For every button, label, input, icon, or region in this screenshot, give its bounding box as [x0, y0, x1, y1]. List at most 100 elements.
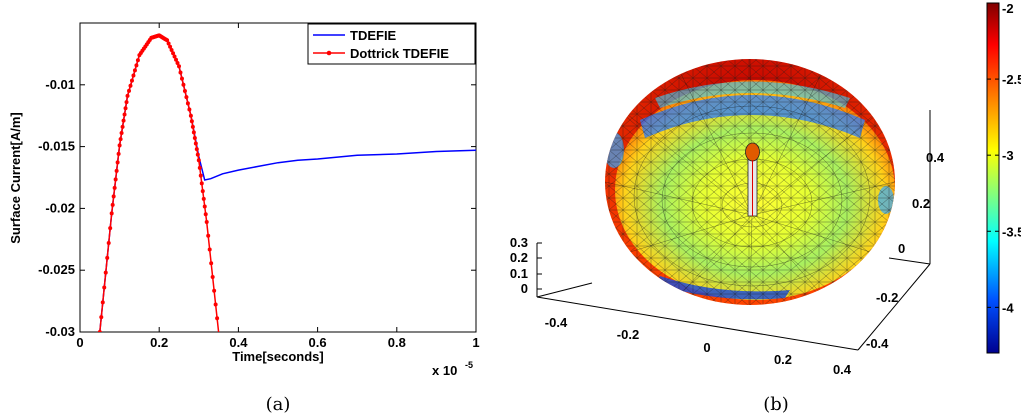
- colorbar-tick-label: -3: [1002, 148, 1014, 163]
- series-marker: [189, 119, 194, 124]
- z-tick-label: 0.2: [510, 250, 528, 265]
- series-marker: [213, 302, 218, 307]
- series-marker: [169, 48, 174, 53]
- series-marker: [194, 147, 199, 152]
- series-marker: [191, 130, 196, 135]
- line-chart-panel: 0 0.2 0.4 0.6 0.8 1 -0.03-0.025-0.02-0.015-0.…: [8, 22, 480, 415]
- series-marker: [206, 233, 211, 238]
- colorbar-tick-label: -2: [1002, 1, 1014, 16]
- z-axis-ticks: 00.10.20.3: [510, 235, 542, 296]
- y-tick-label: -0.025: [38, 262, 75, 277]
- caption-a: (a): [266, 394, 291, 415]
- x3d-tick-label: 0: [703, 340, 710, 355]
- series-marker: [196, 158, 201, 163]
- z-tick-label: 0: [521, 281, 528, 296]
- series-marker: [120, 124, 125, 129]
- legend-marker-dottrick: [326, 50, 332, 56]
- series-marker: [177, 64, 181, 69]
- x-axis-ticks-3d: -0.4 -0.2 0 0.2 0.4: [545, 315, 852, 377]
- y-tick-label: -0.03: [45, 324, 75, 339]
- series-marker: [181, 82, 186, 87]
- x-tick-label: 0.2: [150, 335, 168, 350]
- series-marker: [117, 143, 122, 148]
- x3d-tick-label: 0.4: [833, 362, 852, 377]
- series-marker: [128, 83, 133, 88]
- y-axis-label: Surface Current[A/m]: [8, 112, 23, 243]
- colorbar-tick-label: -4: [1002, 300, 1014, 315]
- x-axis-multiplier: x 10 -5: [432, 360, 473, 378]
- colorbar-tick-label: -3.5: [1002, 224, 1021, 239]
- x-tick-label: 0.6: [309, 335, 327, 350]
- series-marker: [102, 285, 107, 290]
- series-marker: [109, 211, 114, 216]
- series-marker: [166, 41, 171, 46]
- series-marker: [115, 160, 120, 165]
- dish-surface: [605, 59, 895, 305]
- series-marker: [190, 124, 195, 129]
- series-marker: [195, 152, 200, 157]
- x-multiplier-base: x 10: [432, 363, 457, 378]
- series-marker: [165, 38, 170, 43]
- colorbar-ticks: -2 -2.5 -3 -3.5 -4: [987, 1, 1021, 315]
- y-tick-label: -0.01: [45, 77, 75, 92]
- series-marker: [188, 113, 193, 118]
- series-marker: [132, 68, 137, 73]
- series-marker: [99, 315, 104, 320]
- series-marker: [197, 165, 202, 170]
- x-axis-ticks: 0 0.2 0.4 0.6 0.8 1: [76, 23, 480, 350]
- feed-post: [745, 142, 760, 217]
- series-marker: [203, 212, 208, 217]
- series-marker: [185, 101, 190, 106]
- series-marker: [201, 196, 206, 201]
- series-marker: [97, 330, 102, 332]
- series-marker: [135, 58, 140, 63]
- series-marker: [121, 118, 126, 123]
- z-tick-label: 0.3: [510, 235, 528, 250]
- series-marker: [122, 112, 127, 117]
- series-layer: [97, 33, 476, 332]
- series-marker: [175, 61, 180, 66]
- series-marker: [193, 141, 198, 146]
- series-marker: [182, 88, 187, 93]
- series-marker: [105, 255, 110, 260]
- series-marker: [200, 189, 205, 194]
- series-marker: [204, 219, 209, 224]
- series-marker: [118, 137, 123, 142]
- legend-label-dottrick: Dottrick TDEFIE: [350, 46, 449, 61]
- colorbar-gradient: [986, 2, 1000, 354]
- series-marker: [114, 168, 119, 173]
- x3d-tick-label: -0.2: [617, 327, 639, 342]
- y-axis-ticks-3d: -0.4 -0.2 0 0.2 0.4: [866, 150, 945, 351]
- plot-area: [79, 22, 477, 333]
- series-marker: [199, 181, 204, 186]
- mesh-plot-panel: 00.10.20.3 -0.4-0.200.20.4 -0.4-0.200.20…: [510, 1, 1021, 415]
- 3d-axes: [536, 110, 931, 351]
- y3d-tick-label: 0.4: [926, 150, 945, 165]
- series-marker: [215, 316, 220, 321]
- legend: TDEFIE Dottrick TDEFIE: [307, 23, 476, 65]
- series-marker: [113, 177, 118, 182]
- x3d-tick-label: -0.4: [545, 315, 568, 330]
- legend-box: [307, 23, 476, 65]
- series-marker: [207, 247, 212, 252]
- legend-label-tdefie: TDEFIE: [350, 28, 397, 43]
- series-marker: [100, 300, 105, 305]
- y-axis-ticks: -0.03 -0.025 -0.02 -0.015 -0.01: [38, 77, 476, 339]
- series-marker: [178, 70, 183, 75]
- series-marker: [103, 270, 108, 275]
- series-marker: [210, 274, 215, 279]
- series-marker: [209, 261, 214, 266]
- colorbar-tick-label: -2.5: [1002, 72, 1021, 87]
- series-marker: [171, 51, 176, 56]
- series-marker: [192, 135, 197, 140]
- series-marker: [187, 107, 192, 112]
- series-marker: [174, 57, 179, 62]
- x-tick-label: 1: [472, 335, 479, 350]
- series-marker: [184, 95, 189, 100]
- series-marker: [106, 241, 111, 246]
- x3d-tick-label: 0.2: [774, 352, 792, 367]
- series-marker: [111, 194, 116, 199]
- y-tick-label: -0.015: [38, 139, 75, 154]
- series-marker: [129, 78, 134, 83]
